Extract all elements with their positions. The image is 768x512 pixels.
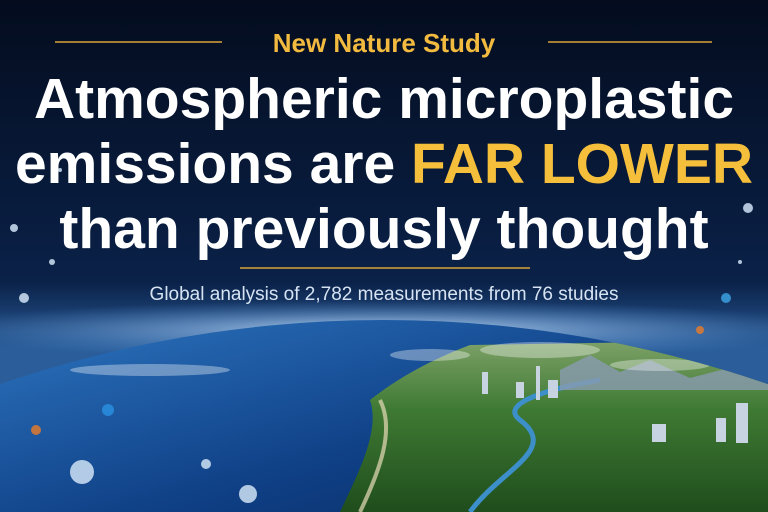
headline-highlight: FAR LOWER bbox=[411, 132, 753, 196]
subtitle: Global analysis of 2,782 measurements fr… bbox=[150, 284, 619, 305]
particles bbox=[10, 148, 753, 503]
headline-line: than previously thought bbox=[59, 197, 708, 261]
kicker: New Nature Study bbox=[273, 28, 496, 58]
coastline bbox=[358, 399, 389, 512]
clouds bbox=[70, 342, 710, 376]
mountains bbox=[560, 355, 768, 390]
headline-line: emissions are FAR LOWER bbox=[15, 132, 753, 196]
earth bbox=[0, 320, 768, 512]
headline-line: Atmospheric microplastic bbox=[34, 67, 734, 131]
city bbox=[482, 366, 748, 443]
headline-text: emissions are bbox=[15, 132, 395, 196]
